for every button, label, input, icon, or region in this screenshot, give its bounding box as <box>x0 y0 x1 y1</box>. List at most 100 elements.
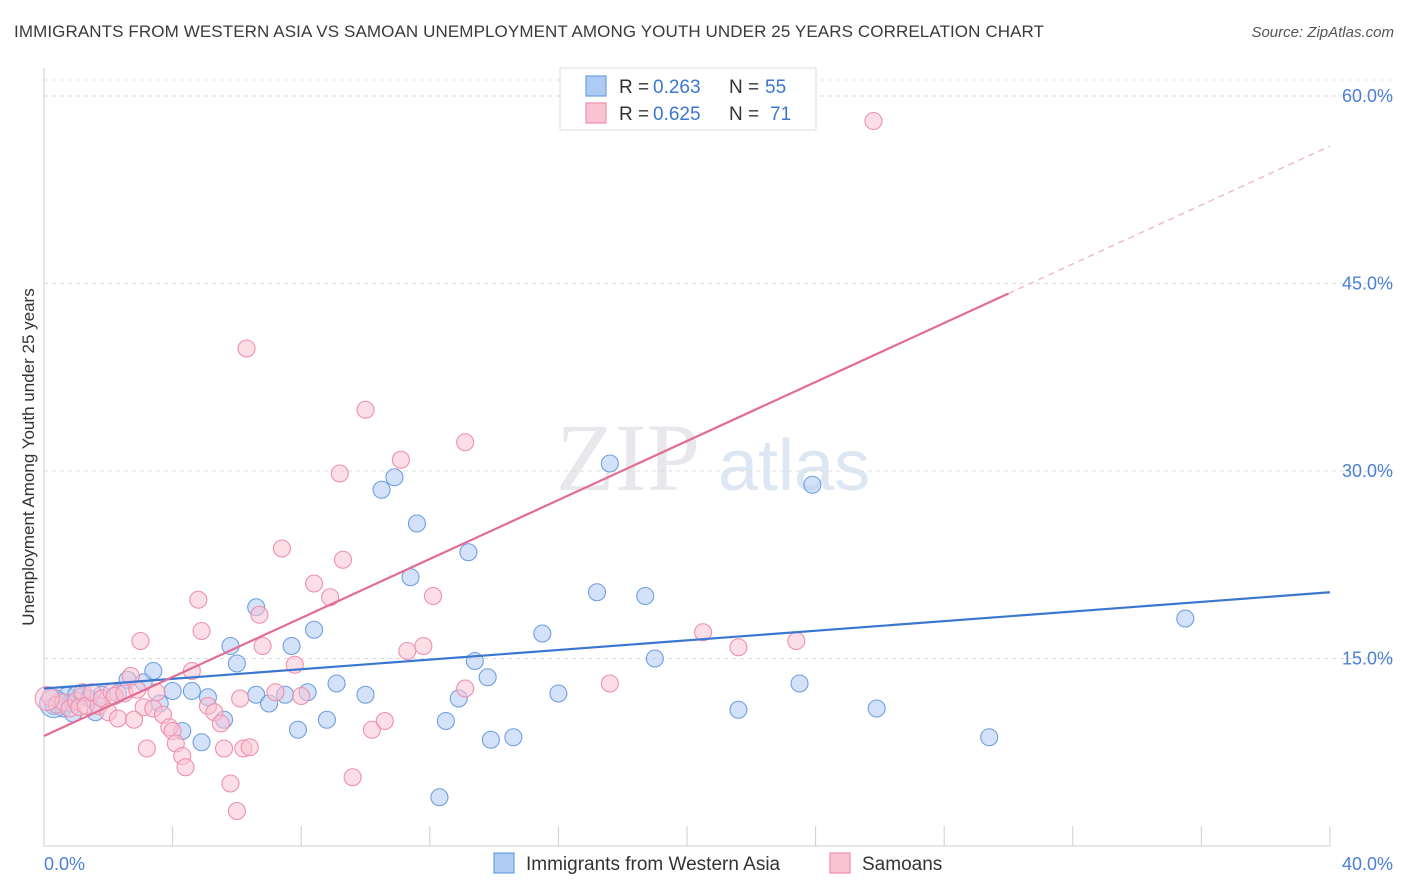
bottom-legend: Immigrants from Western Asia Samoans <box>493 852 942 875</box>
point-samoans-49 <box>330 464 349 483</box>
x-tick-label-max: 40.0% <box>1342 854 1393 874</box>
point-samoans-63 <box>729 638 748 657</box>
point-western-asia-22 <box>221 636 240 656</box>
point-samoans-31 <box>192 621 211 641</box>
point-western-asia-19 <box>192 733 211 752</box>
point-samoans-66 <box>231 689 250 708</box>
point-western-asia-18 <box>182 681 201 701</box>
trend-line-samoans-extension <box>1008 145 1331 295</box>
point-western-asia-46 <box>504 728 523 747</box>
point-samoans-65 <box>864 111 883 131</box>
point-samoans-57 <box>414 636 433 656</box>
point-western-asia-33 <box>327 674 346 693</box>
point-samoans-cluster <box>34 686 60 711</box>
point-western-asia-58 <box>1176 609 1195 628</box>
point-samoans-62 <box>694 623 713 642</box>
point-samoans-34 <box>211 714 230 733</box>
legend-swatch-blue <box>585 75 607 97</box>
series-samoans-points <box>34 111 883 821</box>
point-samoans-39 <box>237 339 256 358</box>
trend-lines <box>43 145 1331 737</box>
point-western-asia-45 <box>481 730 500 749</box>
point-samoans-61 <box>600 674 619 693</box>
point-samoans-44 <box>272 539 291 558</box>
point-western-asia-32 <box>317 710 336 729</box>
watermark-zip: ZIP <box>556 404 700 511</box>
trend-line-samoans <box>43 292 1009 737</box>
y-tick-label-60: 60.0% <box>1342 86 1393 106</box>
point-samoans-41 <box>250 605 269 624</box>
trend-line-western-asia <box>43 591 1331 690</box>
point-western-asia-38 <box>407 514 426 533</box>
point-western-asia-35 <box>372 480 391 499</box>
point-western-asia-51 <box>636 586 655 606</box>
tick-labels: 15.0% 30.0% 45.0% 60.0% 0.0% 40.0% <box>44 86 1393 874</box>
point-western-asia-48 <box>549 684 568 703</box>
point-samoans-67 <box>124 710 144 729</box>
point-western-asia-40 <box>436 711 455 731</box>
point-western-asia-29 <box>288 720 308 739</box>
bottom-legend-swatch-blue <box>493 852 515 874</box>
y-tick-label-30: 30.0% <box>1342 461 1393 481</box>
bottom-legend-label-blue: Immigrants from Western Asia <box>526 854 781 875</box>
legend-r-label-1: R = <box>619 77 649 98</box>
legend: R = 0.263 N = 55 R = 0.625 N = 71 <box>559 67 817 131</box>
point-samoans-40 <box>240 738 259 757</box>
point-samoans-51 <box>343 768 362 787</box>
point-samoans-50 <box>333 550 353 569</box>
x-tick-label-min: 0.0% <box>44 854 85 874</box>
point-samoans-60 <box>456 679 475 698</box>
point-western-asia-50 <box>600 454 619 473</box>
bottom-legend-swatch-pink <box>829 852 851 874</box>
point-samoans-36 <box>221 774 240 793</box>
point-western-asia-16 <box>163 681 182 701</box>
legend-n-label-2: N = <box>729 104 759 125</box>
point-western-asia-39 <box>430 788 449 807</box>
legend-swatch-pink <box>585 102 607 124</box>
point-western-asia-44 <box>478 668 497 687</box>
legend-n-value-2: 71 <box>770 104 791 125</box>
point-western-asia-36 <box>385 468 404 487</box>
point-samoans-43 <box>266 683 285 702</box>
point-samoans-55 <box>391 450 410 469</box>
point-western-asia-42 <box>459 543 478 562</box>
point-samoans-47 <box>305 574 324 593</box>
gridlines <box>44 79 1394 659</box>
point-samoans-20 <box>137 739 156 758</box>
point-samoans-14 <box>108 709 127 728</box>
legend-r-value-1: 0.263 <box>653 77 701 98</box>
point-samoans-59 <box>456 433 475 452</box>
point-western-asia-54 <box>790 674 809 693</box>
point-western-asia-49 <box>587 583 607 602</box>
point-samoans-52 <box>356 400 375 419</box>
chart-title: IMMIGRANTS FROM WESTERN ASIA VS SAMOAN U… <box>14 22 1045 41</box>
point-samoans-56 <box>398 641 417 661</box>
point-western-asia-47 <box>533 624 552 643</box>
axes <box>43 68 1331 847</box>
point-samoans-58 <box>423 586 443 606</box>
watermark-atlas: atlas <box>718 426 870 506</box>
point-western-asia-56 <box>867 699 886 718</box>
legend-r-value-2: 0.625 <box>653 104 701 125</box>
point-samoans-54 <box>375 711 394 731</box>
point-western-asia-52 <box>645 649 664 668</box>
point-western-asia-57 <box>980 728 999 747</box>
legend-r-label-2: R = <box>619 104 649 125</box>
legend-n-value-1: 55 <box>765 77 786 98</box>
point-samoans-37 <box>227 801 246 821</box>
point-samoans-30 <box>189 590 208 609</box>
point-western-asia-14 <box>144 661 163 681</box>
y-tick-label-45: 45.0% <box>1342 274 1393 294</box>
y-tick-label-15: 15.0% <box>1342 649 1393 669</box>
point-samoans-28 <box>176 758 195 777</box>
point-western-asia-34 <box>356 685 375 704</box>
legend-n-label-1: N = <box>729 77 759 98</box>
point-samoans-64 <box>787 631 806 651</box>
point-western-asia-55 <box>803 475 822 494</box>
bottom-legend-label-pink: Samoans <box>862 854 942 875</box>
point-samoans-18 <box>131 631 150 651</box>
point-western-asia-23 <box>227 654 246 673</box>
point-western-asia-31 <box>305 620 324 639</box>
point-samoans-53 <box>362 720 381 739</box>
